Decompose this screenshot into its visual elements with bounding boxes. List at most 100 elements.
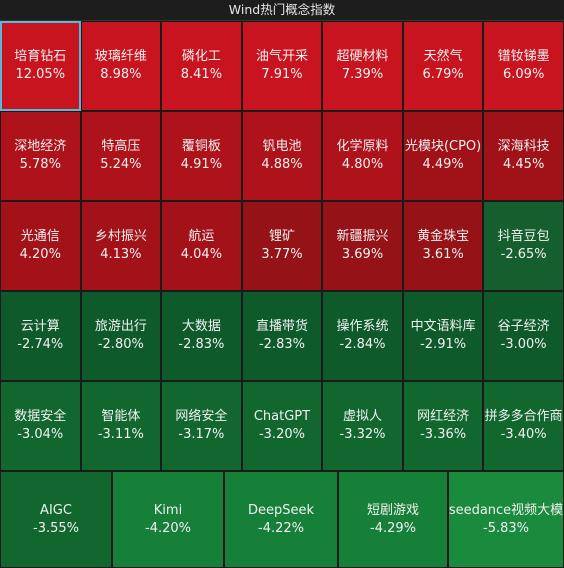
concept-tile[interactable]: AIGC -3.55%: [0, 471, 112, 568]
concept-tile[interactable]: 光通信 4.20%: [0, 201, 81, 291]
concept-name: 锂矿: [268, 229, 295, 244]
concept-tile[interactable]: 谷子经济 -3.00%: [483, 291, 564, 381]
concept-tile[interactable]: 镨钕锑墨 6.09%: [483, 21, 564, 111]
concept-name: 数据安全: [14, 409, 67, 424]
heatmap-row: 云计算 -2.74% 旅游出行 -2.80% 大数据 -2.83% 直播带货 -2.83% 操作…: [0, 291, 564, 381]
concept-tile[interactable]: 锂矿 3.77%: [241, 201, 323, 291]
concept-tile[interactable]: 拼多多合作商 -3.40%: [483, 381, 564, 471]
concept-change-percent: 6.79%: [422, 67, 464, 82]
concept-change-percent: -3.17%: [178, 427, 225, 442]
concept-name: 光模块(CPO): [404, 139, 482, 154]
concept-tile[interactable]: 深地经济 5.78%: [0, 111, 81, 201]
concept-name: 油气开采: [255, 49, 308, 64]
concept-change-percent: 4.04%: [180, 247, 223, 262]
concept-tile[interactable]: 玻璃纤维 8.98%: [80, 21, 162, 111]
concept-tile[interactable]: 中文语料库 -2.91%: [402, 291, 484, 381]
concept-tile[interactable]: 黄金珠宝 3.61%: [402, 201, 484, 291]
concept-tile[interactable]: DeepSeek -4.22%: [224, 471, 338, 568]
concept-name: 云计算: [20, 319, 60, 334]
concept-change-percent: 8.98%: [100, 67, 142, 82]
concept-name: AIGC: [40, 502, 72, 518]
concept-name: 天然气: [423, 49, 463, 64]
concept-tile[interactable]: 大数据 -2.83%: [161, 291, 242, 381]
concept-name: 深地经济: [14, 139, 67, 154]
concept-change-percent: -2.74%: [17, 337, 64, 352]
concept-change-percent: 12.05%: [15, 67, 66, 82]
concept-name: Kimi: [153, 502, 183, 518]
concept-name: 网络安全: [175, 409, 228, 424]
concept-tile[interactable]: seedance视频大模 -5.83%: [448, 471, 564, 568]
concept-name: DeepSeek: [247, 502, 315, 518]
concept-name: 虚拟人: [343, 409, 383, 424]
concept-name: 化学原料: [336, 139, 389, 154]
concept-change-percent: -3.20%: [258, 427, 305, 442]
concept-change-percent: -3.40%: [500, 427, 547, 442]
concept-name: 抖音豆包: [497, 229, 550, 244]
heatmap-row: 深地经济 5.78% 特高压 5.24% 覆铜板 4.91% 钒电池 4.88% 化学原料 4.8…: [0, 111, 564, 201]
concept-change-percent: 4.49%: [422, 157, 464, 172]
concept-tile[interactable]: 光模块(CPO) 4.49%: [402, 111, 484, 201]
concept-change-percent: 3.61%: [422, 247, 464, 262]
concept-name: 乡村振兴: [94, 229, 147, 244]
concept-change-percent: -2.83%: [178, 337, 225, 352]
concept-name: ChatGPT: [253, 409, 311, 424]
concept-tile[interactable]: 超硬材料 7.39%: [322, 21, 403, 111]
concept-change-percent: -3.04%: [17, 427, 64, 442]
concept-name: 深海科技: [497, 139, 550, 154]
concept-tile[interactable]: Kimi -4.20%: [112, 471, 224, 568]
concept-tile[interactable]: 油气开采 7.91%: [241, 21, 323, 111]
concept-change-percent: 3.69%: [341, 247, 384, 262]
concept-name: 中文语料库: [410, 319, 476, 334]
concept-change-percent: -2.84%: [339, 337, 386, 352]
concept-tile[interactable]: 直播带货 -2.83%: [241, 291, 323, 381]
concept-change-percent: 8.41%: [180, 67, 223, 82]
concept-name: 特高压: [101, 139, 141, 154]
concept-name: 大数据: [181, 319, 221, 334]
concept-tile[interactable]: 航运 4.04%: [161, 201, 242, 291]
concept-tile[interactable]: 培育钻石 12.05%: [0, 21, 81, 111]
panel-title: Wind热门概念指数: [0, 0, 564, 21]
concept-change-percent: -2.83%: [258, 337, 305, 352]
concept-change-percent: 4.91%: [180, 157, 223, 172]
concept-tile[interactable]: 化学原料 4.80%: [322, 111, 403, 201]
concept-tile[interactable]: 智能体 -3.11%: [80, 381, 162, 471]
concept-name: 直播带货: [255, 319, 308, 334]
concept-name: 玻璃纤维: [94, 49, 147, 64]
concept-change-percent: 7.91%: [261, 67, 303, 82]
concept-tile[interactable]: 磷化工 8.41%: [161, 21, 242, 111]
concept-change-percent: 4.13%: [100, 247, 142, 262]
heatmap-row: 培育钻石 12.05% 玻璃纤维 8.98% 磷化工 8.41% 油气开采 7.91% 超硬材料…: [0, 21, 564, 111]
concept-tile[interactable]: 旅游出行 -2.80%: [80, 291, 162, 381]
concept-tile[interactable]: 特高压 5.24%: [80, 111, 162, 201]
concept-name: 超硬材料: [336, 49, 389, 64]
concept-change-percent: -2.65%: [500, 247, 547, 262]
concept-change-percent: -4.20%: [145, 520, 191, 536]
concept-tile[interactable]: 网红经济 -3.36%: [402, 381, 484, 471]
concept-change-percent: 4.80%: [341, 157, 384, 172]
concept-tile[interactable]: 网络安全 -3.17%: [161, 381, 242, 471]
concept-tile[interactable]: 天然气 6.79%: [402, 21, 484, 111]
concept-tile[interactable]: 短剧游戏 -4.29%: [338, 471, 448, 568]
concept-name: 谷子经济: [497, 319, 550, 334]
concept-name: seedance视频大模: [448, 502, 564, 518]
concept-tile[interactable]: 抖音豆包 -2.65%: [483, 201, 564, 291]
concept-name: 光通信: [20, 229, 60, 244]
concept-tile[interactable]: 云计算 -2.74%: [0, 291, 81, 381]
concept-tile[interactable]: 覆铜板 4.91%: [161, 111, 242, 201]
concept-change-percent: -5.83%: [483, 520, 529, 536]
concept-tile[interactable]: 数据安全 -3.04%: [0, 381, 81, 471]
concept-tile[interactable]: 新疆振兴 3.69%: [322, 201, 403, 291]
concept-change-percent: 5.24%: [100, 157, 142, 172]
concept-name: 磷化工: [181, 49, 221, 64]
concept-change-percent: -2.91%: [420, 337, 467, 352]
concept-tile[interactable]: 乡村振兴 4.13%: [80, 201, 162, 291]
concept-tile[interactable]: ChatGPT -3.20%: [241, 381, 323, 471]
concept-name: 旅游出行: [94, 319, 147, 334]
concept-tile[interactable]: 虚拟人 -3.32%: [322, 381, 403, 471]
concept-name: 覆铜板: [181, 139, 221, 154]
concept-name: 黄金珠宝: [417, 229, 470, 244]
concept-tile[interactable]: 钒电池 4.88%: [241, 111, 323, 201]
concept-heatmap-grid: 培育钻石 12.05% 玻璃纤维 8.98% 磷化工 8.41% 油气开采 7.91% 超硬材料…: [0, 21, 564, 568]
concept-tile[interactable]: 深海科技 4.45%: [483, 111, 564, 201]
concept-tile[interactable]: 操作系统 -2.84%: [322, 291, 403, 381]
